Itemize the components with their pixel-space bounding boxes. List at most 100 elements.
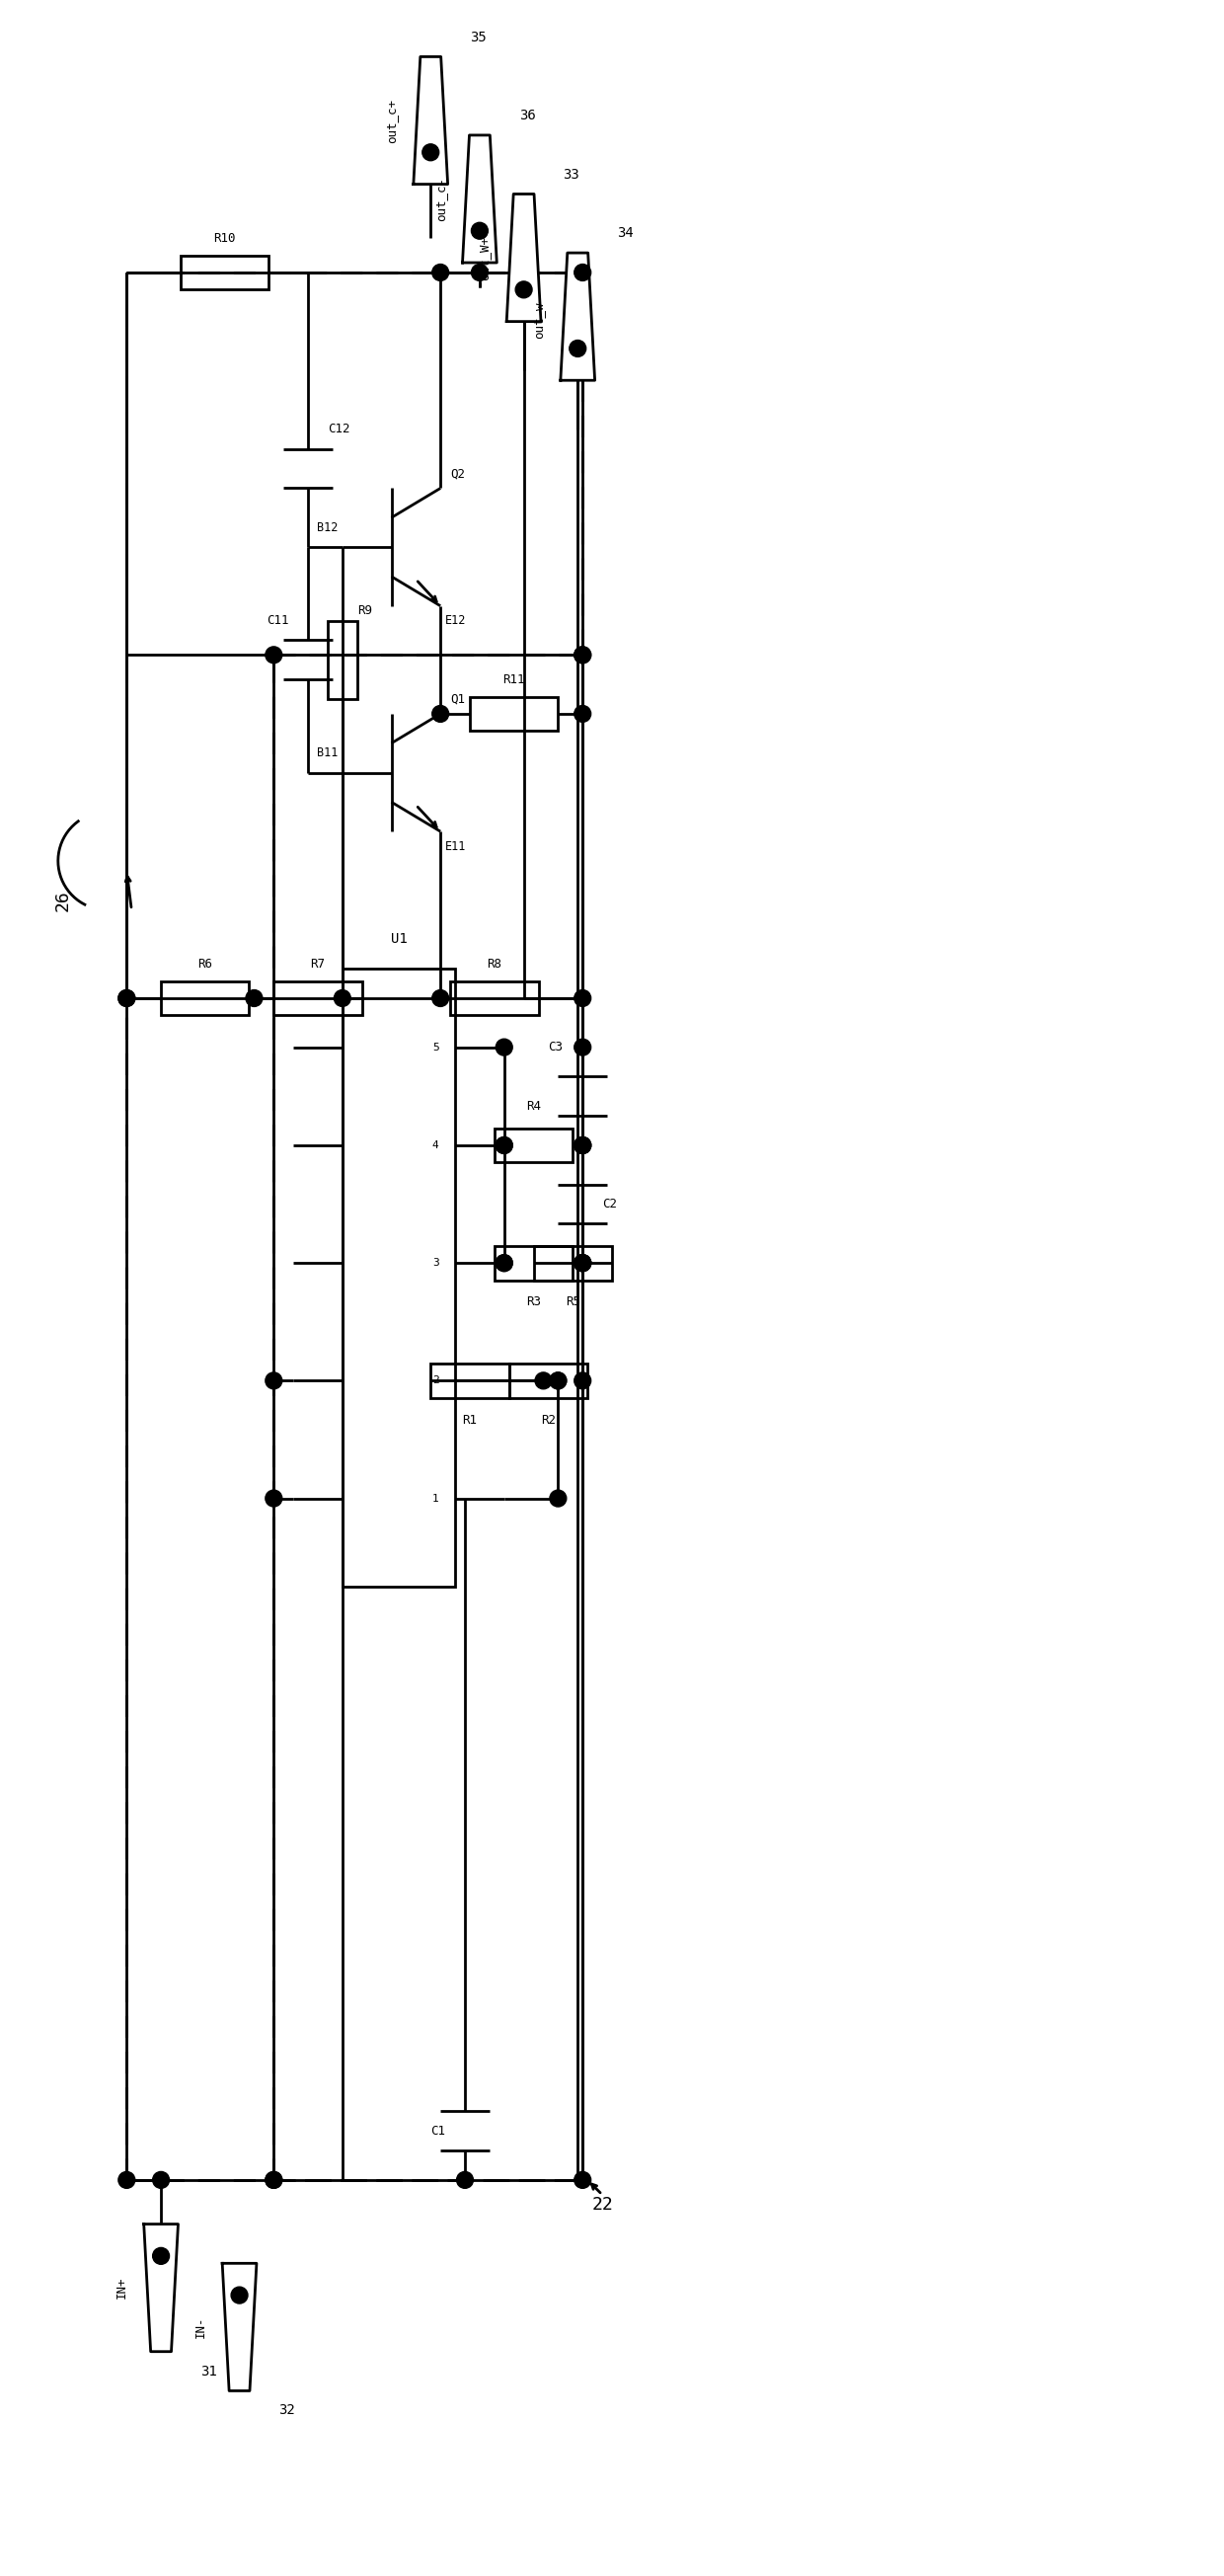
Text: C12: C12	[328, 422, 350, 435]
Text: R8: R8	[487, 958, 502, 971]
Text: 32: 32	[279, 2403, 295, 2416]
Text: Q1: Q1	[450, 693, 465, 706]
Bar	[162, 981, 250, 1015]
Circle shape	[457, 2172, 474, 2187]
Circle shape	[574, 1038, 591, 1056]
Text: C2: C2	[602, 1198, 617, 1211]
Text: out_c-: out_c-	[435, 178, 447, 222]
Circle shape	[574, 1373, 591, 1388]
Circle shape	[515, 281, 532, 299]
Text: C1: C1	[431, 2125, 446, 2138]
Text: R10: R10	[214, 232, 236, 245]
Circle shape	[574, 265, 591, 281]
Text: R11: R11	[503, 672, 525, 685]
Polygon shape	[507, 193, 541, 322]
Bar	[343, 969, 455, 1587]
Bar	[534, 1247, 612, 1280]
Text: R6: R6	[198, 958, 213, 971]
Polygon shape	[414, 57, 448, 185]
Text: R7: R7	[311, 958, 326, 971]
Text: 3: 3	[432, 1257, 439, 1267]
Text: 4: 4	[432, 1141, 439, 1151]
Text: 35: 35	[470, 31, 486, 44]
Circle shape	[422, 144, 439, 160]
Circle shape	[496, 1038, 513, 1056]
Circle shape	[153, 2172, 169, 2187]
Text: 26: 26	[54, 889, 72, 912]
Circle shape	[496, 1255, 513, 1273]
Text: C3: C3	[548, 1041, 563, 1054]
Circle shape	[246, 989, 262, 1007]
Text: 5: 5	[432, 1043, 439, 1051]
Text: IN-: IN-	[193, 2316, 207, 2339]
Circle shape	[535, 1373, 552, 1388]
Circle shape	[574, 647, 591, 662]
Text: 2: 2	[432, 1376, 439, 1386]
Text: 33: 33	[563, 167, 579, 180]
Text: 22: 22	[591, 2195, 613, 2213]
Circle shape	[266, 2172, 282, 2187]
Text: B12: B12	[316, 520, 338, 533]
Text: R2: R2	[541, 1414, 556, 1427]
Circle shape	[569, 340, 586, 358]
Polygon shape	[223, 2264, 257, 2391]
Circle shape	[550, 1489, 567, 1507]
Circle shape	[574, 1136, 591, 1154]
Circle shape	[119, 2172, 135, 2187]
Text: Q2: Q2	[450, 466, 465, 479]
Circle shape	[496, 1255, 513, 1273]
Bar	[494, 1247, 573, 1280]
Bar	[509, 1363, 588, 1399]
Bar	[494, 1128, 573, 1162]
Circle shape	[266, 1373, 282, 1388]
Text: 36: 36	[519, 108, 535, 124]
Text: out_c+: out_c+	[386, 98, 398, 142]
Polygon shape	[561, 252, 595, 381]
Bar	[431, 1363, 509, 1399]
Text: R3: R3	[526, 1296, 541, 1309]
Bar	[328, 621, 357, 698]
Circle shape	[266, 1489, 282, 1507]
Text: 34: 34	[617, 227, 634, 240]
Circle shape	[432, 989, 449, 1007]
Circle shape	[574, 706, 591, 721]
Circle shape	[574, 1136, 591, 1154]
Circle shape	[550, 1373, 567, 1388]
Circle shape	[574, 1255, 591, 1273]
Circle shape	[432, 706, 449, 721]
Circle shape	[471, 222, 488, 240]
Text: 1: 1	[432, 1494, 439, 1504]
Circle shape	[550, 1373, 567, 1388]
Circle shape	[574, 1136, 591, 1154]
Circle shape	[266, 647, 282, 662]
Circle shape	[574, 2172, 591, 2187]
Text: E12: E12	[446, 613, 466, 626]
Text: R9: R9	[357, 605, 372, 618]
Circle shape	[574, 647, 591, 662]
Text: E11: E11	[446, 840, 466, 853]
Text: C11: C11	[267, 613, 289, 626]
Text: R4: R4	[526, 1100, 541, 1113]
Bar	[470, 696, 558, 732]
Bar	[450, 981, 539, 1015]
Circle shape	[471, 265, 488, 281]
Circle shape	[496, 1136, 513, 1154]
Circle shape	[153, 2249, 169, 2264]
Text: out_w-: out_w-	[532, 294, 545, 340]
Circle shape	[119, 989, 135, 1007]
Text: out_W+: out_W+	[479, 234, 491, 281]
Polygon shape	[463, 134, 497, 263]
Bar	[181, 255, 269, 289]
Bar	[274, 981, 362, 1015]
Circle shape	[574, 1255, 591, 1273]
Text: 31: 31	[201, 2365, 217, 2378]
Text: R1: R1	[463, 1414, 477, 1427]
Text: IN+: IN+	[115, 2277, 129, 2298]
Circle shape	[574, 1255, 591, 1273]
Circle shape	[574, 1255, 591, 1273]
Circle shape	[574, 989, 591, 1007]
Circle shape	[334, 989, 351, 1007]
Circle shape	[266, 2172, 282, 2187]
Text: B11: B11	[316, 747, 338, 760]
Circle shape	[432, 265, 449, 281]
